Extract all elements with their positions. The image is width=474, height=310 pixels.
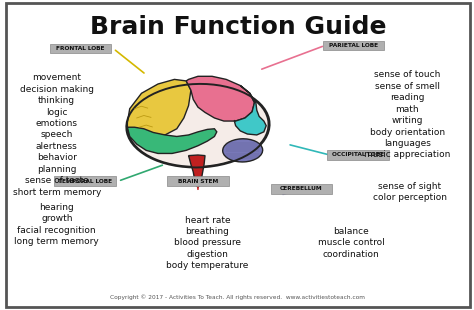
FancyBboxPatch shape xyxy=(50,44,111,53)
PathPatch shape xyxy=(234,86,266,135)
FancyBboxPatch shape xyxy=(271,184,332,194)
Text: balance
muscle control
coordination: balance muscle control coordination xyxy=(318,227,384,259)
Text: movement
decision making
thinking
logic
emotions
speech
alertness
behavior
plann: movement decision making thinking logic … xyxy=(13,73,101,197)
FancyBboxPatch shape xyxy=(328,150,389,160)
Text: sense of sight
color perception: sense of sight color perception xyxy=(373,182,447,202)
PathPatch shape xyxy=(128,79,191,136)
Ellipse shape xyxy=(223,139,263,162)
Text: FRONTAL LOBE: FRONTAL LOBE xyxy=(56,46,105,51)
Text: hearing
growth
facial recognition
long term memory: hearing growth facial recognition long t… xyxy=(14,203,99,246)
FancyBboxPatch shape xyxy=(167,176,228,186)
Text: PARIETAL LOBE: PARIETAL LOBE xyxy=(329,43,378,48)
Text: Copyright © 2017 - Activities To Teach. All rights reserved.  www.activitiestote: Copyright © 2017 - Activities To Teach. … xyxy=(110,294,365,300)
PathPatch shape xyxy=(189,155,205,188)
PathPatch shape xyxy=(186,76,255,121)
Text: sense of touch
sense of smell
reading
math
writing
body orientation
languages
mu: sense of touch sense of smell reading ma… xyxy=(364,70,451,159)
PathPatch shape xyxy=(128,127,217,153)
Text: heart rate
breathing
blood pressure
digestion
body temperature: heart rate breathing blood pressure dige… xyxy=(166,215,248,270)
Text: TEMPORAL LOBE: TEMPORAL LOBE xyxy=(58,179,112,184)
Text: BRAIN STEM: BRAIN STEM xyxy=(178,179,218,184)
FancyBboxPatch shape xyxy=(55,176,116,186)
FancyBboxPatch shape xyxy=(323,41,384,51)
Text: Brain Function Guide: Brain Function Guide xyxy=(90,15,386,38)
Ellipse shape xyxy=(128,85,268,167)
Text: CEREBELLUM: CEREBELLUM xyxy=(280,186,323,192)
Text: OCCIPITAL LOBE: OCCIPITAL LOBE xyxy=(332,153,384,157)
